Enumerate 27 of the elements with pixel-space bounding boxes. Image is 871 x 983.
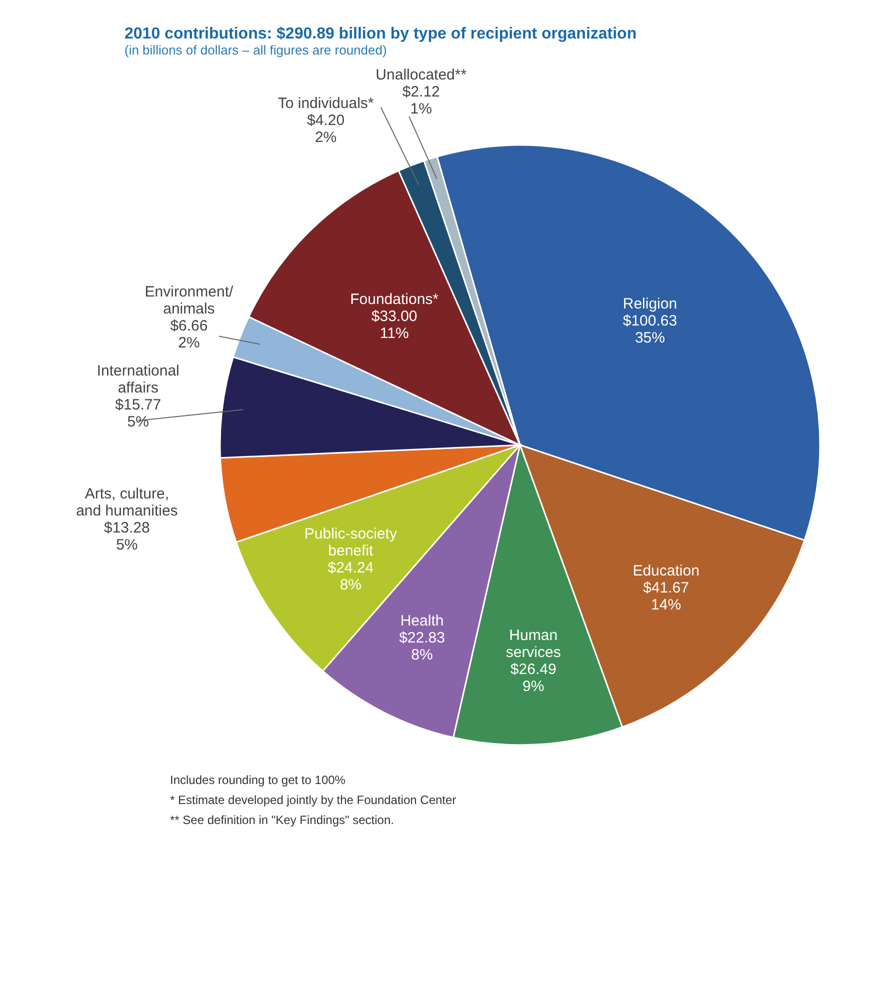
slice-label: Health xyxy=(400,612,444,630)
data-label: $2.12 1% xyxy=(402,84,440,118)
chart-subtitle: (in billions of dollars – all figures are rounded) xyxy=(124,42,387,58)
data-label: $41.67 14% xyxy=(643,579,689,614)
slice-label: Public-society benefit xyxy=(304,525,398,560)
chart-title: 2010 contributions: $290.89 billion by type of recipient organization xyxy=(124,26,637,43)
data-label: $6.66 2% xyxy=(170,317,208,352)
slice-label: Education xyxy=(632,562,700,580)
slice-label: International affairs xyxy=(96,362,180,397)
slice-label: Unallocated** xyxy=(376,66,467,84)
slice-label: Arts, culture, and humanities xyxy=(76,486,178,520)
text: ** See definition in "Key Findings" section. xyxy=(170,812,395,829)
data-label: $22.83 8% xyxy=(399,630,445,664)
data-label: $4.20 2% xyxy=(307,112,345,146)
data-label: $100.63 35% xyxy=(622,312,678,346)
slice-label: Religion xyxy=(622,295,678,312)
text: Includes rounding to get to 100% xyxy=(170,772,346,789)
slice-label: Environment/ animals xyxy=(144,283,234,318)
data-label: $33.00 11% xyxy=(371,308,418,342)
data-label: $13.28 5% xyxy=(104,520,150,554)
data-label: $24.24 8% xyxy=(328,559,374,594)
data-label: $26.49 9% xyxy=(510,661,556,696)
slice-label: To individuals* xyxy=(278,95,374,112)
text: * Estimate developed jointly by the Foundation Center xyxy=(170,792,458,809)
data-label: $15.77 5% xyxy=(115,396,162,431)
slice-label: Foundations* xyxy=(350,291,439,308)
slice-label: Human services xyxy=(506,627,561,662)
